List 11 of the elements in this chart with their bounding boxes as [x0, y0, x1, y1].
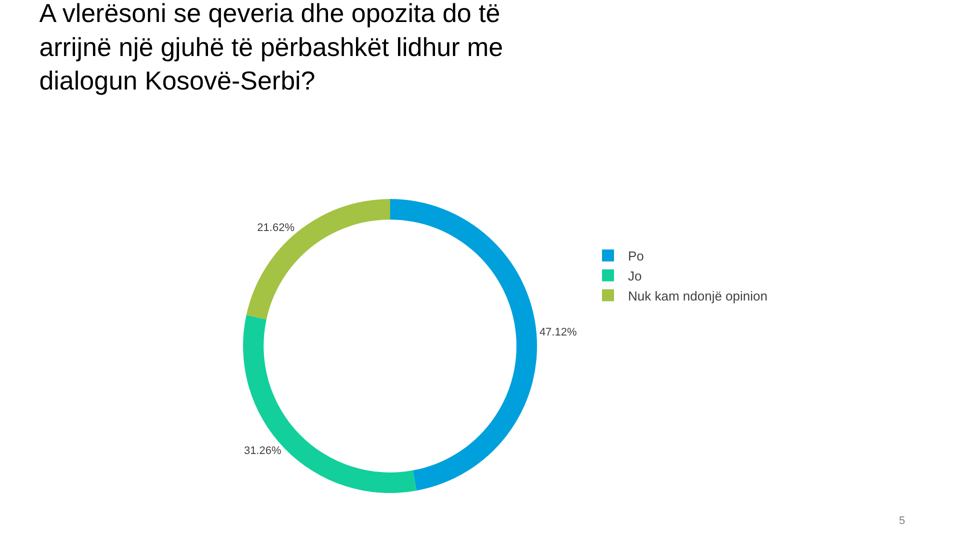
donut-slice: [390, 199, 537, 491]
data-label: 31.26%: [244, 445, 282, 458]
legend-label: Jo: [628, 268, 642, 284]
donut-slice: [246, 199, 390, 320]
legend-label: Po: [628, 248, 644, 264]
legend-label: Nuk kam ndonjë opinion: [628, 288, 768, 304]
chart-title: A vlerësoni se qeveria dhe opozita do të arrijnë një gjuhë të përbashkët lidhur me dialogun Kosovë-Serbi?: [39, 0, 504, 96]
donut-slice: [243, 315, 416, 493]
data-label: 21.62%: [257, 222, 295, 234]
data-label: 47.12%: [539, 326, 577, 339]
text: 5: [899, 515, 906, 527]
